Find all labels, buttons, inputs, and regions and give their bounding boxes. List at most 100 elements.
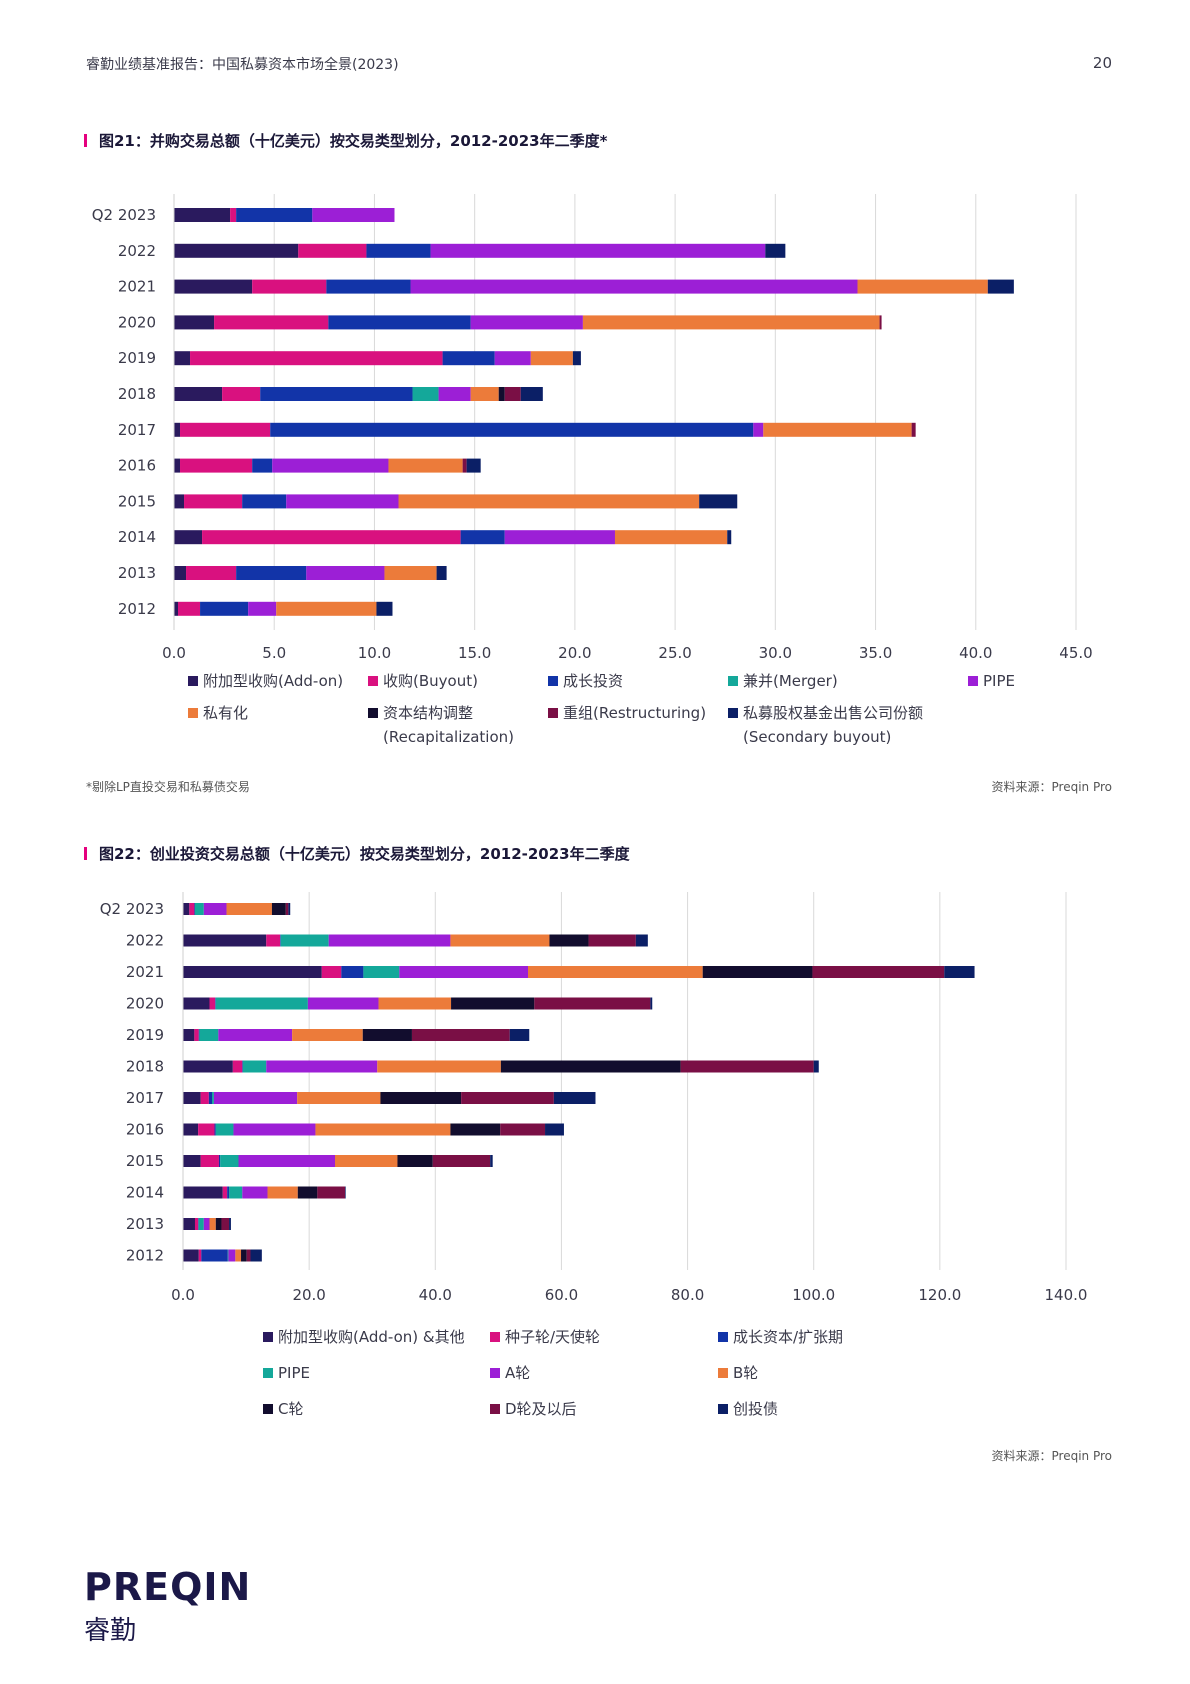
bar-segment [813,1060,819,1073]
bar-segment [307,997,379,1010]
bar-segment [399,966,529,978]
bar-segment [174,351,191,366]
bar-segment [553,1092,596,1104]
bar-segment [398,494,700,509]
bar-segment [232,1060,243,1073]
bar-segment [221,1218,230,1230]
bar-segment [763,422,912,437]
bar-segment [987,279,1014,294]
bar-segment [280,934,329,947]
bar-segment [285,903,289,915]
legend-swatch [548,708,558,718]
bar-segment [436,566,447,580]
x-tick-label: 20.0 [558,644,591,662]
bar-segment [328,315,471,330]
bar-segment [461,1092,554,1104]
bar-segment [250,1249,262,1262]
y-category-label: 2019 [126,1026,164,1044]
legend-label: A轮 [505,1364,530,1382]
y-category-label: 2014 [126,1184,164,1202]
bar-segment [702,966,813,978]
bar-segment [312,208,395,222]
bar-segment [228,1249,236,1262]
bar-segment [218,1155,221,1167]
bar-segment [582,315,880,330]
legend-swatch [263,1368,273,1378]
legend-swatch [188,708,198,718]
bar-segment [198,1218,204,1230]
bar-segment [286,494,399,509]
bar-segment [271,903,286,915]
bar-segment [911,422,916,437]
legend-label: PIPE [983,672,1015,690]
legend-swatch [718,1404,728,1414]
x-tick-label: 25.0 [658,644,691,662]
bar-segment [209,1218,216,1230]
bar-segment [470,387,499,401]
bar-segment [230,208,237,222]
bar-segment [462,458,467,473]
bar-segment [194,1218,199,1230]
y-category-label: 2020 [126,995,164,1013]
bar-segment [388,458,463,473]
legend-label: B轮 [733,1364,758,1382]
bar-segment [208,1092,213,1104]
bar-segment [183,966,322,978]
x-tick-label: 0.0 [162,644,186,662]
bar-segment [236,208,313,222]
x-tick-label: 15.0 [458,644,491,662]
y-category-label: 2017 [126,1089,164,1107]
y-category-label: 2015 [126,1152,164,1170]
bar-segment [509,1029,530,1041]
x-tick-label: 45.0 [1059,644,1092,662]
bar-segment [297,1186,318,1199]
bar-segment [235,1249,242,1262]
bar-segment [183,1186,223,1199]
bar-segment [326,279,411,294]
x-tick-label: 120.0 [918,1286,961,1304]
bar-segment [174,601,179,616]
bar-segment [765,243,786,258]
y-category-label: 2021 [118,278,156,296]
bar-segment [183,1155,201,1167]
bar-segment [272,458,389,473]
bar-segment [411,1029,510,1041]
bar-segment [432,1155,491,1167]
figure-22-chart: 0.0 20.0 40.0 60.0 80.0 100.0 120.0 140.0 Q2 202… [100,892,1087,1418]
figure-21-source: 资料来源：Preqin Pro [991,780,1113,794]
bar-segment [174,243,299,258]
bar-segment [362,1029,412,1041]
bar-segment [183,934,267,947]
y-category-label: Q2 2023 [100,900,164,918]
bar-segment [184,494,243,509]
bar-segment [442,351,495,366]
bar-segment [236,566,307,580]
bar-segment [174,458,181,473]
bar-segment [588,934,636,947]
bar-segment [266,1060,378,1073]
title-accent-mark [84,847,87,860]
bar-segment [194,903,195,915]
bar-segment [248,601,277,616]
bar-segment [490,1155,493,1167]
bar-segment [614,530,728,545]
bar-segment [183,903,190,915]
legend-label: C轮 [278,1400,303,1418]
bar-segment [528,966,703,978]
figure-21-title-text: 图21：并购交易总额（十亿美元）按交易类型划分，2012-2023年二季度* [99,132,608,150]
legend-label: 私募股权基金出售公司份额(Secondary buyout) [743,704,923,746]
bar-segment [215,1218,222,1230]
bar-segment [252,458,273,473]
legend-swatch [368,676,378,686]
bar-segment [321,966,342,978]
bar-segment [200,601,249,616]
bar-segment [174,208,231,222]
legend-label: 重组(Restructuring) [563,704,706,722]
legend-label: 成长投资 [563,672,623,690]
bar-segment [183,1218,195,1230]
bar-segment [194,903,204,915]
x-tick-label: 35.0 [859,644,892,662]
bar-segment [180,458,253,473]
y-category-label: 2020 [118,313,156,331]
legend-label: 成长资本/扩张期 [733,1328,843,1346]
